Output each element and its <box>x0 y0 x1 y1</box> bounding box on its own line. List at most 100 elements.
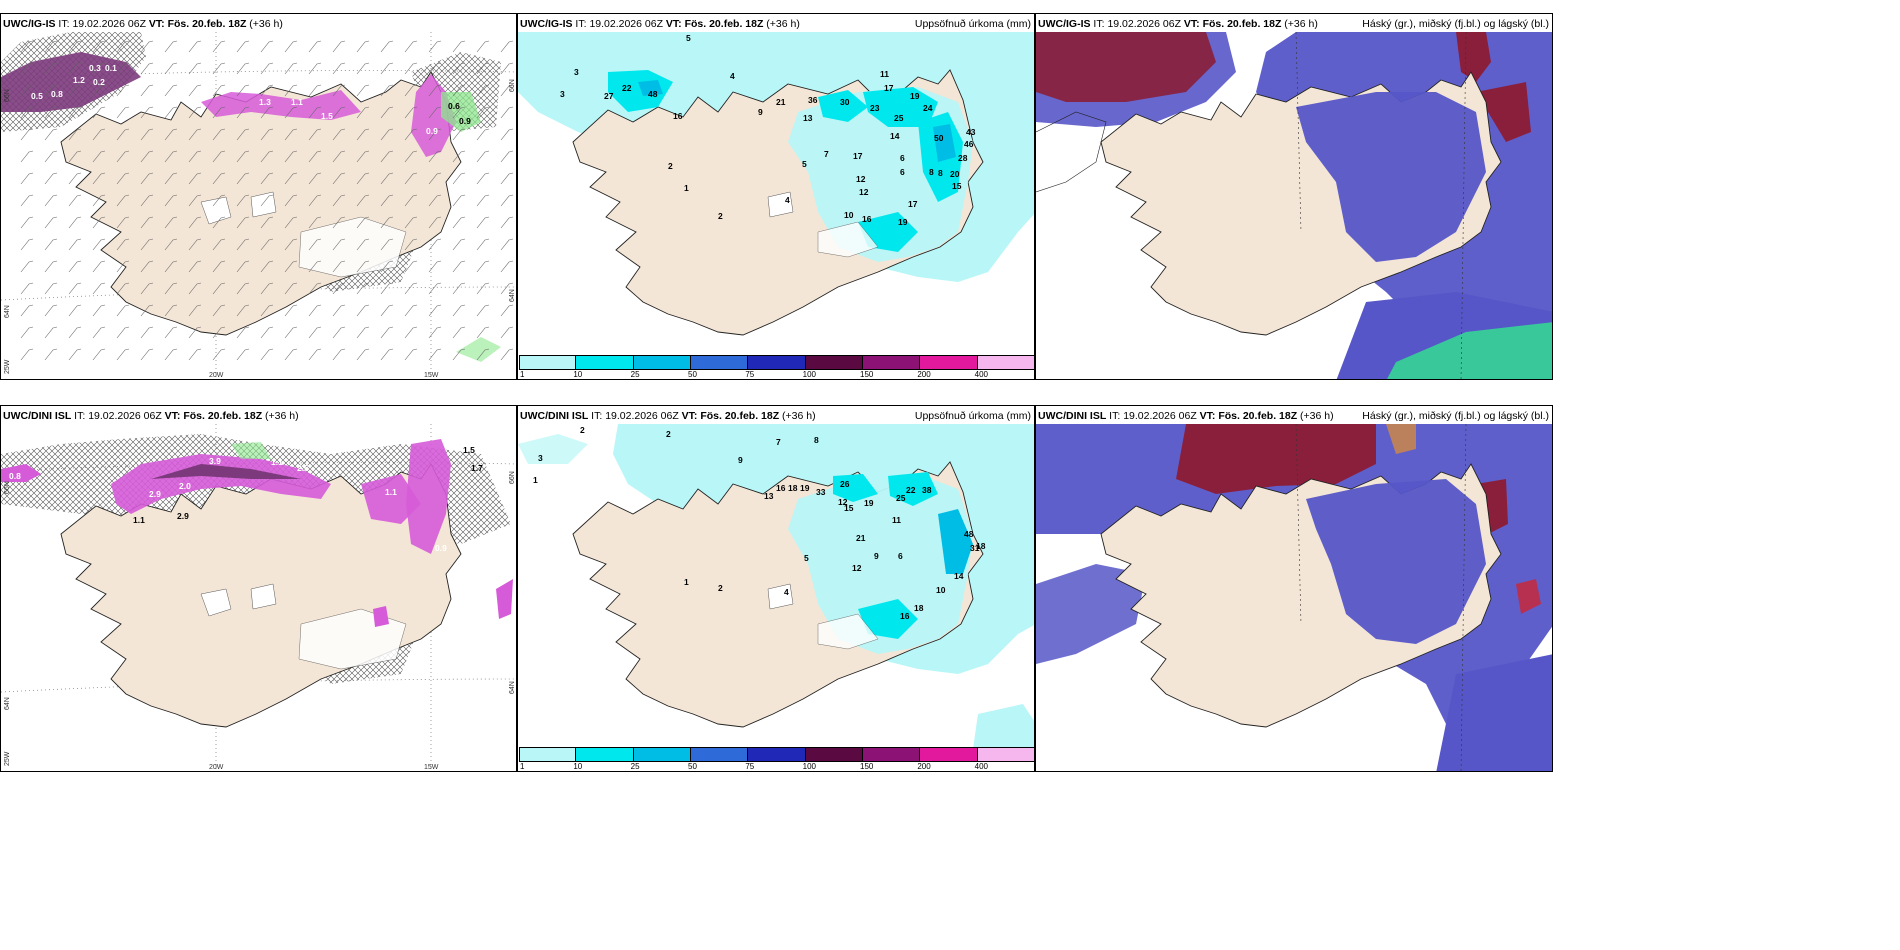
panel-ig-wind-snow: UWC/IG-IS IT: 19.02.2026 06Z VT: Fös. 20… <box>0 13 517 380</box>
mid-cloud-area <box>1436 654 1552 771</box>
value-label: 1 <box>533 475 538 485</box>
colorbar-tick: 200 <box>917 762 931 771</box>
colorbar-tick: 400 <box>974 762 989 771</box>
value-label: 17 <box>884 83 894 93</box>
value-label: 1.1 <box>385 487 397 497</box>
value-label: 11 <box>892 515 901 525</box>
value-label: 2.9 <box>149 489 161 499</box>
panel-ig-clouds: UWC/IG-IS IT: 19.02.2026 06Z VT: Fös. 20… <box>1035 13 1553 380</box>
snow-area <box>1 464 41 482</box>
it-label: IT: <box>1093 18 1105 30</box>
glacier <box>817 221 879 258</box>
value-label: 2.0 <box>179 481 191 491</box>
lat-label: 64N <box>4 305 11 318</box>
value-label: 3 <box>560 89 565 99</box>
value-label: 14 <box>890 131 900 141</box>
it-label: IT: <box>74 410 86 422</box>
lat-label: 64N <box>509 289 516 302</box>
value-label: 13 <box>803 113 813 123</box>
value-label: 0.3 <box>89 63 101 73</box>
lat-label: 66N <box>509 471 516 484</box>
it-value: 19.02.2026 06Z <box>605 410 679 422</box>
value-label: 1.5 <box>463 445 475 455</box>
value-label: 0.9 <box>426 126 438 136</box>
precip-field <box>788 474 973 654</box>
value-label: 8 <box>938 168 943 178</box>
panel-header: UWC/IG-IS IT: 19.02.2026 06Z VT: Fös. 20… <box>518 14 1034 32</box>
value-label: 0.2 <box>93 77 105 87</box>
value-label: 0.5 <box>31 91 43 101</box>
lat-label: 66N <box>4 481 11 494</box>
value-label: 1.1 <box>271 457 283 467</box>
it-value: 19.02.2026 06Z <box>589 18 663 30</box>
vt-label: VT: <box>681 410 698 422</box>
value-label: 1.3 <box>259 97 271 107</box>
value-label: 48 <box>964 529 974 539</box>
it-value: 19.02.2026 06Z <box>88 410 162 422</box>
value-label: 17 <box>908 199 918 209</box>
grid-line <box>1295 32 1467 379</box>
value-label: 36 <box>808 95 818 105</box>
value-label: 1 <box>684 183 689 193</box>
rain-area <box>231 442 271 459</box>
value-label: 12 <box>856 174 866 184</box>
value-label: 50 <box>934 133 944 143</box>
value-label: 22 <box>622 83 632 93</box>
colorbar-tick: 100 <box>802 762 817 771</box>
colorbar-tick: 400 <box>974 370 989 379</box>
colorbar-tick: 200 <box>917 370 931 379</box>
value-label: 21 <box>856 533 866 543</box>
value-label: 6 <box>900 153 905 163</box>
colorbar-tick: 25 <box>630 762 640 771</box>
precip-10 <box>858 599 918 639</box>
high-cloud-area <box>1036 32 1216 102</box>
value-label: 24 <box>923 103 933 113</box>
rain-area <box>456 337 501 362</box>
lon-label: 25W <box>4 359 11 374</box>
precip-25 <box>938 509 973 574</box>
colorbar-segment <box>519 355 577 370</box>
value-label: 3 <box>574 67 579 77</box>
panel-ig-precip: UWC/IG-IS IT: 19.02.2026 06Z VT: Fös. 20… <box>517 13 1035 380</box>
snow-area <box>373 606 389 627</box>
lon-label: 20W <box>209 372 224 379</box>
value-label: 3 <box>538 453 543 463</box>
value-label: 1.7 <box>471 463 483 473</box>
it-value: 19.02.2026 06Z <box>1123 410 1197 422</box>
panel-header: UWC/DINI ISL IT: 19.02.2026 06Z VT: Fös.… <box>1036 406 1552 424</box>
value-label: 30 <box>840 97 850 107</box>
lon-label: 20W <box>209 764 224 771</box>
colorbar-segment <box>863 747 921 762</box>
value-label: 2.6 <box>297 463 309 473</box>
lon-label: 15W <box>424 372 439 379</box>
value-label: 14 <box>954 571 964 581</box>
colorbar-segment <box>519 747 577 762</box>
value-label: 3.9 <box>209 456 221 466</box>
value-label: 43 <box>966 127 976 137</box>
value-label: 7 <box>824 149 829 159</box>
glacier <box>200 588 232 617</box>
colorbar-tick: 75 <box>745 370 755 379</box>
colorbar-tick: 25 <box>630 370 640 379</box>
value-label: 19 <box>910 91 920 101</box>
colorbar-tick: 1 <box>520 370 525 379</box>
map-svg <box>518 424 1034 747</box>
value-label: 22 <box>906 485 916 495</box>
colorbar-segment <box>576 747 634 762</box>
it-value: 19.02.2026 06Z <box>72 18 146 30</box>
value-label: 25 <box>894 113 904 123</box>
grid-line <box>1295 424 1467 771</box>
panel-title: Háský (gr.), miðský (fj.bl.) og lágský (… <box>1362 18 1549 30</box>
colorbar-tick: 1 <box>520 762 525 771</box>
vt-label: VT: <box>1199 410 1216 422</box>
it-value: 19.02.2026 06Z <box>1107 18 1181 30</box>
high-cloud-area <box>1456 32 1491 82</box>
vt-label: VT: <box>148 18 165 30</box>
value-label: 15 <box>952 181 962 191</box>
lead-time: (+36 h) <box>782 410 816 422</box>
mid-cloud-area <box>1306 479 1486 644</box>
value-label: 2 <box>580 425 585 435</box>
colorbar-tick: 10 <box>573 370 583 379</box>
glacier <box>250 191 277 218</box>
value-label: 2.9 <box>177 511 189 521</box>
